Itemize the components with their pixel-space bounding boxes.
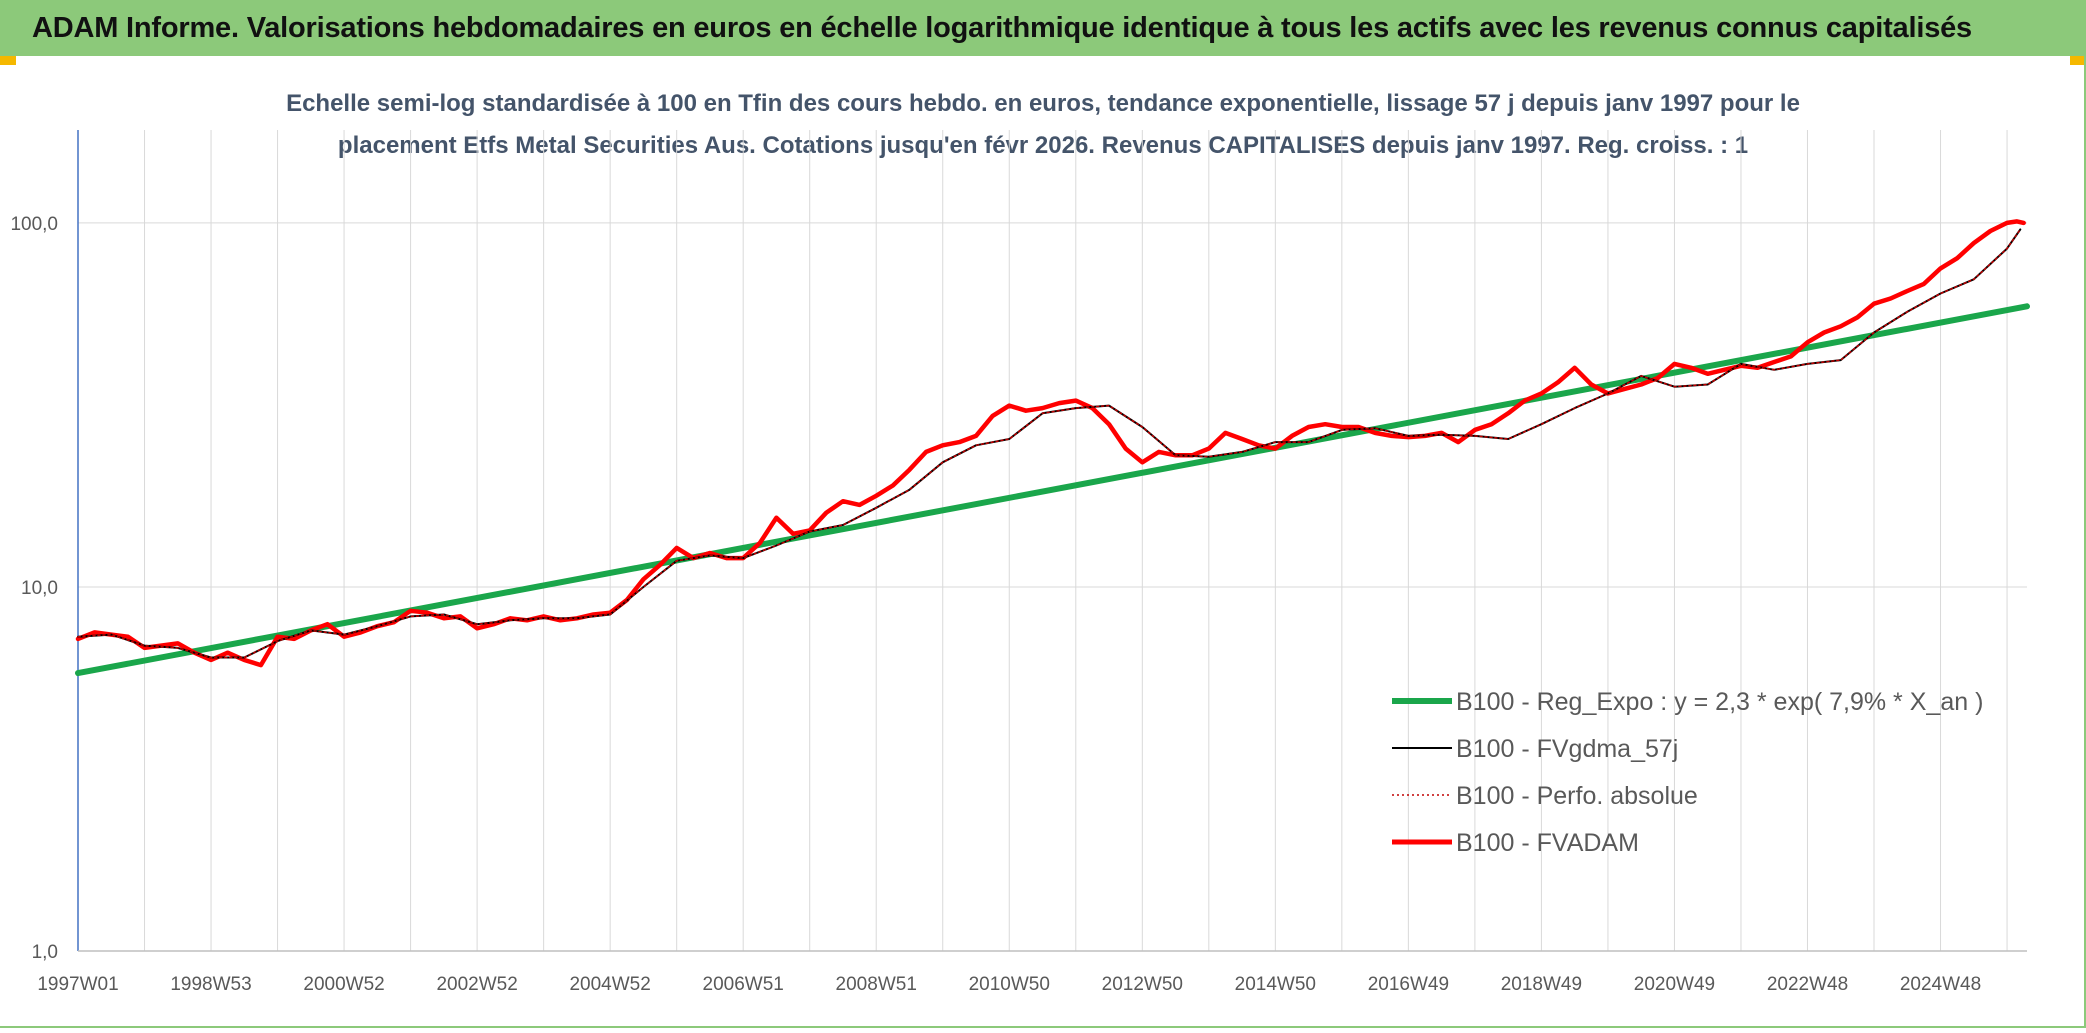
x-tick-label: 2008W51 <box>836 974 917 995</box>
header-bar: ADAM Informe. Valorisations hebdomadaire… <box>0 0 2086 56</box>
x-tick-label: 2000W52 <box>303 974 384 995</box>
x-tick-label: 2004W52 <box>569 974 650 995</box>
bottom-frame <box>0 1026 2086 1028</box>
grid <box>77 130 2027 952</box>
x-tick-label: 2012W50 <box>1102 974 1183 995</box>
legend: B100 - Reg_Expo : y = 2,3 * exp( 7,9% * … <box>1392 688 1983 857</box>
series-line-3 <box>75 219 2026 668</box>
y-tick-label: 100,0 <box>10 214 58 235</box>
axes: 1,0 10,0 100,0 1997W01 1998W53 2000W52 2002W52… <box>10 130 2027 995</box>
right-frame <box>2084 56 2086 1028</box>
series-line-0 <box>75 303 2030 677</box>
chart-title-line-2: placement Etfs Metal Securities Aus. Cot… <box>338 132 1748 159</box>
legend-label: B100 - Reg_Expo : y = 2,3 * exp( 7,9% * … <box>1456 688 1983 716</box>
x-tick-label: 2010W50 <box>969 974 1050 995</box>
x-tick-label: 2022W48 <box>1767 974 1848 995</box>
series-line-2 <box>77 228 2022 659</box>
legend-label: B100 - Perfo. absolue <box>1456 782 1698 810</box>
x-tick-label: 2024W48 <box>1900 974 1981 995</box>
legend-label: B100 - FVADAM <box>1456 829 1639 857</box>
corner-marker-right <box>2070 56 2086 65</box>
plot-area <box>75 219 2030 677</box>
x-tick-label: 2006W51 <box>703 974 784 995</box>
corner-marker-left <box>0 56 16 65</box>
legend-label: B100 - FVgdma_57j <box>1456 735 1678 763</box>
x-tick-label: 1998W53 <box>170 974 251 995</box>
page-title: ADAM Informe. Valorisations hebdomadaire… <box>32 11 1972 44</box>
x-tick-label: 2014W50 <box>1235 974 1316 995</box>
x-tick-label: 2018W49 <box>1501 974 1582 995</box>
x-tick-label: 2016W49 <box>1368 974 1449 995</box>
y-tick-label: 1,0 <box>32 942 58 963</box>
x-tick-label: 2020W49 <box>1634 974 1715 995</box>
y-tick-label: 10,0 <box>21 578 58 599</box>
x-tick-label: 1997W01 <box>37 974 118 995</box>
series-line-1 <box>77 228 2022 659</box>
chart-title-line-1: Echelle semi-log standardisée à 100 en T… <box>286 90 1800 117</box>
x-tick-label: 2002W52 <box>436 974 517 995</box>
